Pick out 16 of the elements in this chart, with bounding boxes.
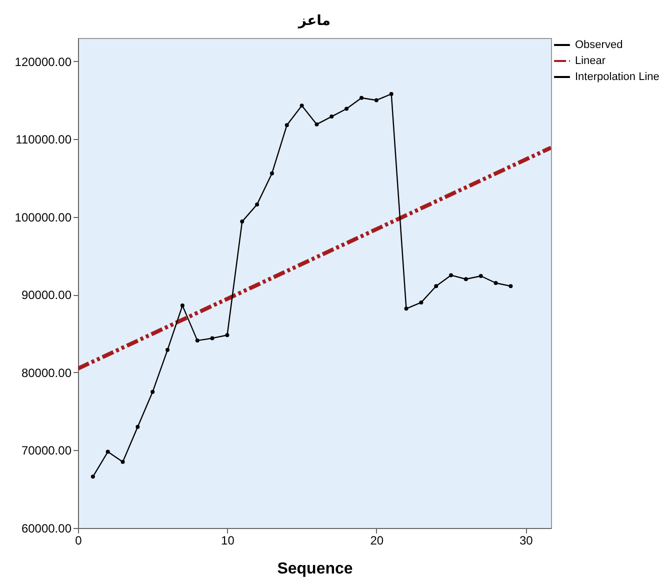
y-tick-label: 60000.00: [21, 522, 72, 536]
x-tick-label: 30: [519, 534, 534, 548]
chart-title: ماعز: [297, 12, 331, 29]
x-tick-label: 20: [370, 534, 384, 548]
y-tick-label: 120000.00: [14, 54, 72, 69]
x-tick-label: 10: [221, 534, 235, 548]
x-axis-title: Sequence: [277, 560, 353, 578]
legend-label: Observed: [575, 39, 623, 51]
y-tick-label: 80000.00: [21, 366, 72, 380]
legend-label: Interpolation Line: [575, 71, 660, 83]
y-tick-label: 90000.00: [21, 288, 72, 302]
x-tick-label: 0: [75, 534, 82, 548]
y-tick-label: 100000.00: [14, 210, 72, 224]
legend-label: Linear: [575, 55, 606, 67]
y-tick-label: 110000.00: [16, 132, 72, 147]
y-tick-label: 70000.00: [21, 444, 72, 458]
